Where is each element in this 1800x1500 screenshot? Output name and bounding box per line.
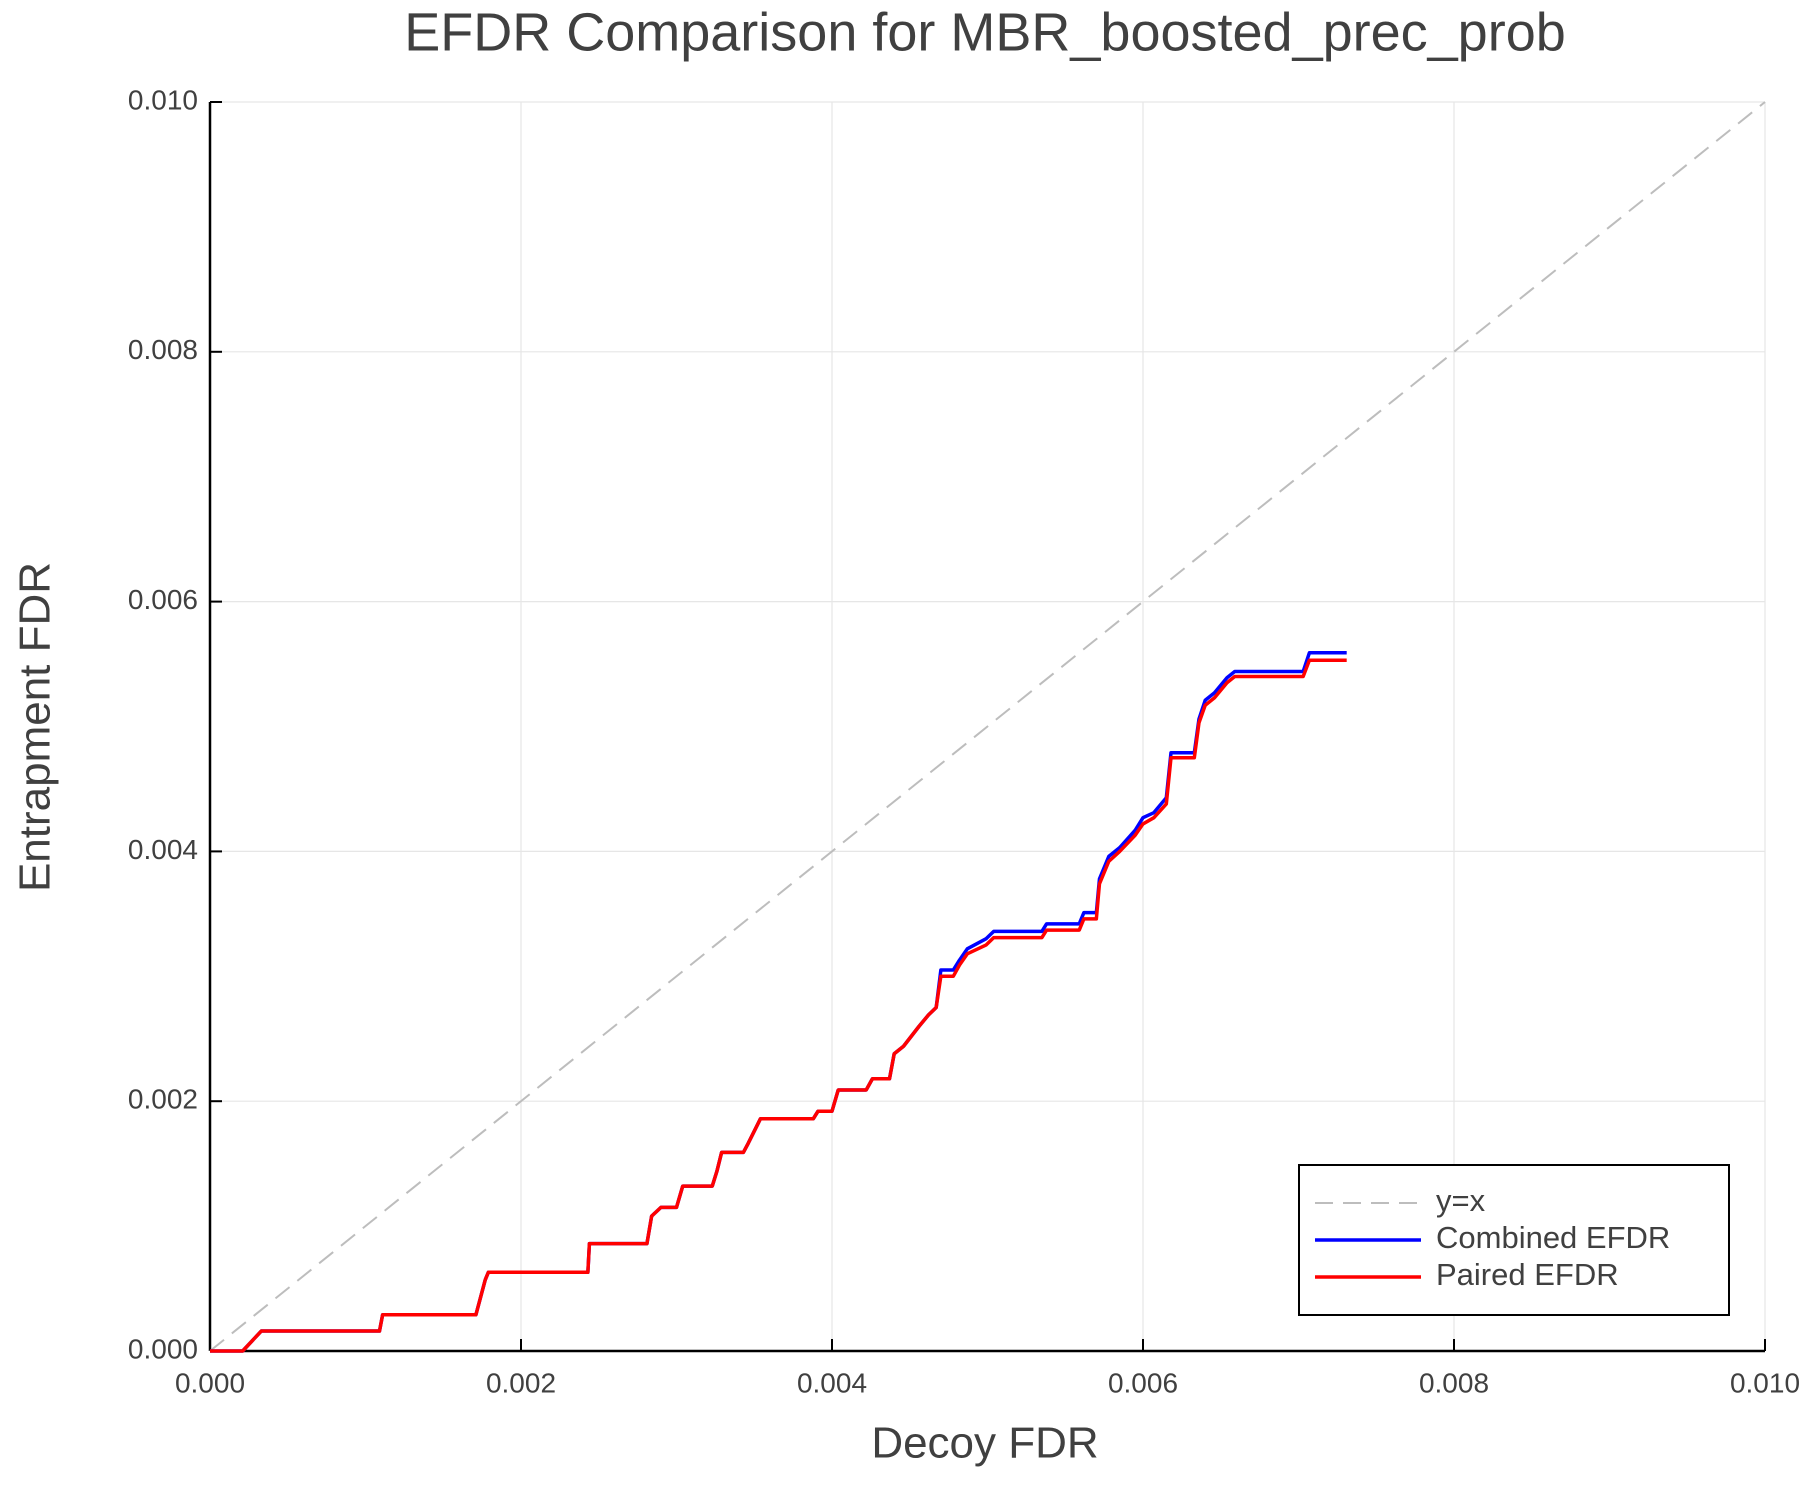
x-tick-label: 0.010 [1730, 1367, 1800, 1398]
x-axis-label: Decoy FDR [871, 1419, 1098, 1468]
y-tick-label: 0.010 [128, 84, 198, 115]
series-line [210, 658, 1347, 1353]
x-tick-label: 0.000 [175, 1367, 245, 1398]
y-axis-label: Entrapment FDR [11, 562, 60, 892]
chart-title: EFDR Comparison for MBR_boosted_prec_pro… [404, 2, 1566, 62]
legend-label: Combined EFDR [1436, 1220, 1670, 1255]
x-tick-label: 0.004 [797, 1367, 867, 1398]
y-tick-label: 0.008 [128, 334, 198, 365]
y-tick-label: 0.000 [128, 1333, 198, 1364]
y-tick-label: 0.004 [128, 834, 198, 865]
legend-label: y=x [1436, 1183, 1486, 1218]
x-tick-label: 0.006 [1108, 1367, 1178, 1398]
legend-label: Paired EFDR [1436, 1257, 1619, 1292]
x-tick-label: 0.008 [1419, 1367, 1489, 1398]
y-tick-label: 0.002 [128, 1084, 198, 1115]
x-tick-label: 0.002 [486, 1367, 556, 1398]
series-line [209, 101, 1766, 1352]
y-tick-label: 0.006 [128, 584, 198, 615]
